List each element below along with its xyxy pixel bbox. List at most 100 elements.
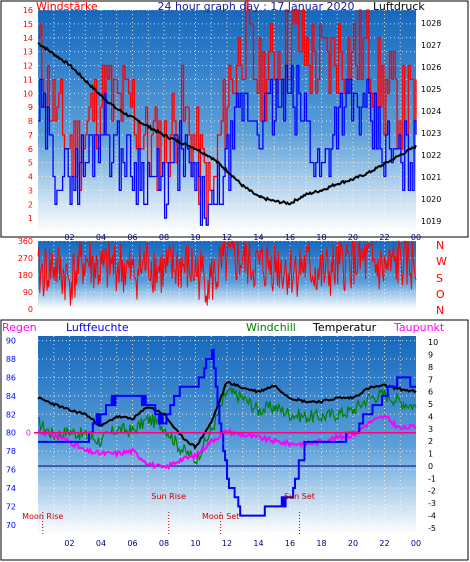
direction-y-tick: 360 xyxy=(18,237,33,246)
humidity-y-tick: 88 xyxy=(6,355,16,364)
wind-y-tick: 7 xyxy=(28,131,33,140)
sun-set-marker-label: Sun Set xyxy=(284,492,315,501)
humidity-y-tick: 84 xyxy=(6,392,16,401)
moon-set-marker-label: Moon Set xyxy=(202,512,239,521)
wind-marks xyxy=(37,0,417,226)
climate-grid xyxy=(38,336,416,534)
wind-y-tick: 11 xyxy=(23,75,33,84)
wind-y-tick: 12 xyxy=(23,62,33,71)
wind-y-tick: 1 xyxy=(28,214,33,223)
moon-rise-marker-label: Moon Rise xyxy=(22,512,63,521)
humidity-y-tick: 74 xyxy=(6,484,16,493)
x-tick-bottom: 20 xyxy=(348,539,358,548)
legend-regen: Regen xyxy=(2,321,37,334)
temperature-y-tick: 1 xyxy=(428,450,433,459)
temperature-y-tick: 4 xyxy=(428,412,433,421)
x-tick-bottom: 22 xyxy=(379,539,389,548)
direction-y-tick: 0 xyxy=(28,305,33,314)
humidity-y-tick: 70 xyxy=(6,521,16,530)
direction-grid xyxy=(38,240,416,310)
temperature-y-tick: 8 xyxy=(428,363,433,372)
x-tick-bottom: 10 xyxy=(190,539,200,548)
humidity-y-tick: 90 xyxy=(6,337,16,346)
humidity-y-tick: 80 xyxy=(6,429,16,438)
humidity-y-tick: 86 xyxy=(6,373,16,382)
direction-marks xyxy=(37,239,417,307)
rain-tick: 0 xyxy=(26,429,31,438)
wind-y-tick: 13 xyxy=(23,48,33,57)
x-tick-top: 22 xyxy=(379,233,389,242)
wind-y-tick: 10 xyxy=(23,89,33,98)
compass-tick: N xyxy=(436,304,444,317)
pressure-y-tick: 1020 xyxy=(421,195,441,204)
humidity-y-tick: 82 xyxy=(6,410,16,419)
temperature-y-tick: -2 xyxy=(428,487,436,496)
wind-y-tick: 9 xyxy=(28,103,33,112)
direction-y-tick: 270 xyxy=(18,254,33,263)
climate-marks: Moon Rise Sun Rise Moon Set Sun Set xyxy=(22,348,417,534)
legend-luftfeuchte: Luftfeuchte xyxy=(66,321,129,334)
x-tick-bottom: 12 xyxy=(222,539,232,548)
legend-temperatur: Temperatur xyxy=(312,321,377,334)
x-tick-bottom: 18 xyxy=(316,539,326,548)
wind-y-tick: 6 xyxy=(28,145,33,154)
sun-rise-marker-label: Sun Rise xyxy=(151,492,186,501)
temperature-y-tick: -1 xyxy=(428,474,436,483)
humidity-y-tick: 78 xyxy=(6,447,16,456)
wind-y-tick: 2 xyxy=(28,200,33,209)
x-tick-top: 14 xyxy=(253,233,263,242)
direction-y-tick: 180 xyxy=(18,271,33,280)
x-tick-bottom: 14 xyxy=(253,539,263,548)
pressure-y-tick: 1025 xyxy=(421,85,441,94)
wind-y-tick: 16 xyxy=(23,6,33,15)
temperature-y-tick: -4 xyxy=(428,511,436,520)
pressure-y-tick: 1024 xyxy=(421,107,441,116)
temperature-y-tick: 3 xyxy=(428,425,433,434)
legend-windchill: Windchill xyxy=(246,321,296,334)
x-tick-top: 00 xyxy=(411,233,421,242)
humidity-y-tick: 76 xyxy=(6,466,16,475)
x-tick-bottom: 02 xyxy=(64,539,74,548)
compass-tick: S xyxy=(436,272,443,285)
compass-tick: O xyxy=(436,288,445,301)
temperature-y-tick: 6 xyxy=(428,388,433,397)
chart-title: 24 hour graph day : 17 Januar 2020 xyxy=(158,0,355,13)
wind-axis-label: Windstärke xyxy=(36,0,98,13)
x-tick-top: 04 xyxy=(96,233,106,242)
pressure-y-tick: 1022 xyxy=(421,151,441,160)
temperature-line xyxy=(37,381,417,450)
humidity-y-tick: 72 xyxy=(6,502,16,511)
temperature-y-tick: 2 xyxy=(428,437,433,446)
tick-labels: 1234567891011121314151610191020102110221… xyxy=(6,6,447,548)
wind-y-tick: 8 xyxy=(28,117,33,126)
x-tick-top: 10 xyxy=(190,233,200,242)
x-tick-top: 18 xyxy=(316,233,326,242)
pressure-y-tick: 1027 xyxy=(421,41,441,50)
x-tick-top: 20 xyxy=(348,233,358,242)
temperature-y-tick: 9 xyxy=(428,351,433,360)
temperature-y-tick: -3 xyxy=(428,499,436,508)
wind-y-tick: 15 xyxy=(23,20,33,29)
x-tick-bottom: 06 xyxy=(127,539,137,548)
x-tick-top: 12 xyxy=(222,233,232,242)
pressure-axis-label: Luftdruck xyxy=(373,0,425,13)
wind-y-tick: 14 xyxy=(23,34,33,43)
compass-tick: N xyxy=(436,239,444,252)
windchill-line xyxy=(37,387,417,466)
pressure-y-tick: 1026 xyxy=(421,63,441,72)
pressure-y-tick: 1028 xyxy=(421,19,441,28)
pressure-y-tick: 1021 xyxy=(421,173,441,182)
x-tick-top: 08 xyxy=(159,233,169,242)
wind-speed-line xyxy=(38,64,417,226)
temperature-y-tick: 0 xyxy=(428,462,433,471)
pressure-line xyxy=(37,42,417,206)
wind-gust-line xyxy=(38,0,417,226)
x-tick-bottom: 16 xyxy=(285,539,295,548)
temperature-y-tick: 5 xyxy=(428,400,433,409)
x-tick-top: 06 xyxy=(127,233,137,242)
temperature-y-tick: -5 xyxy=(428,524,436,533)
temperature-y-tick: 7 xyxy=(428,375,433,384)
wind-y-tick: 3 xyxy=(28,186,33,195)
